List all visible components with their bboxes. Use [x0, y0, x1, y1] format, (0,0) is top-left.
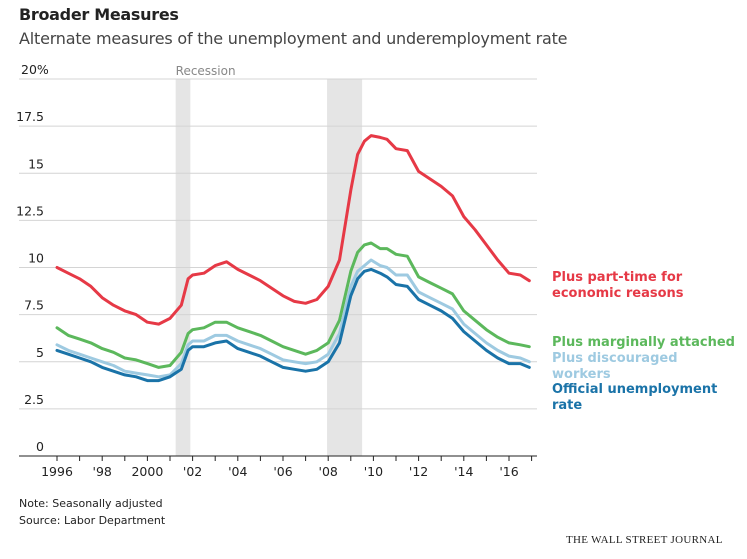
y-tick-label: 15 [28, 156, 44, 171]
chart-subtitle: Alternate measures of the unemployment a… [19, 29, 568, 48]
line-chart: Recession 0 2.5 5 7.5 10 12.5 15 17.5 20% 1996 '9… [16, 62, 537, 479]
y-tick-label: 5 [36, 345, 44, 360]
legend-part-time: Plus part-time for economic reasons [552, 270, 684, 301]
x-tick-label: '04 [228, 464, 247, 479]
x-tick-label: 2000 [131, 464, 163, 479]
x-tick-label: '98 [93, 464, 112, 479]
y-tick-label: 2.5 [24, 392, 44, 407]
x-tick-label: '10 [364, 464, 383, 479]
legend-official-unemployment: Official unemployment rate [552, 382, 718, 413]
y-tick-label: 12.5 [16, 203, 44, 218]
y-tick-label: 10 [28, 251, 44, 266]
recession-label: Recession [176, 64, 236, 78]
x-tick-label: '08 [319, 464, 338, 479]
series-line-0 [55, 134, 531, 326]
y-tick-label: 20% [21, 62, 49, 77]
series-line-2 [55, 258, 531, 379]
legend-discouraged-workers: Plus discouraged workers [552, 351, 678, 382]
x-tick-label: '06 [273, 464, 292, 479]
x-tick-label: '02 [183, 464, 202, 479]
series-line-3 [55, 267, 531, 383]
note-text: Note: Seasonally adjusted [19, 497, 163, 510]
wsj-logo-text: THE WALL STREET JOURNAL [566, 534, 723, 546]
y-tick-label: 0 [36, 439, 44, 454]
chart-title: Broader Measures [19, 5, 179, 24]
x-tick-label: 1996 [41, 464, 73, 479]
y-tick-label: 17.5 [16, 109, 44, 124]
legend-marginally-attached: Plus marginally attached [552, 335, 735, 350]
y-tick-label: 7.5 [24, 298, 44, 313]
x-tick-label: '14 [454, 464, 473, 479]
source-text: Source: Labor Department [19, 514, 166, 527]
x-tick-label: '12 [409, 464, 428, 479]
series-line-1 [55, 241, 531, 369]
x-tick-label: '16 [499, 464, 518, 479]
